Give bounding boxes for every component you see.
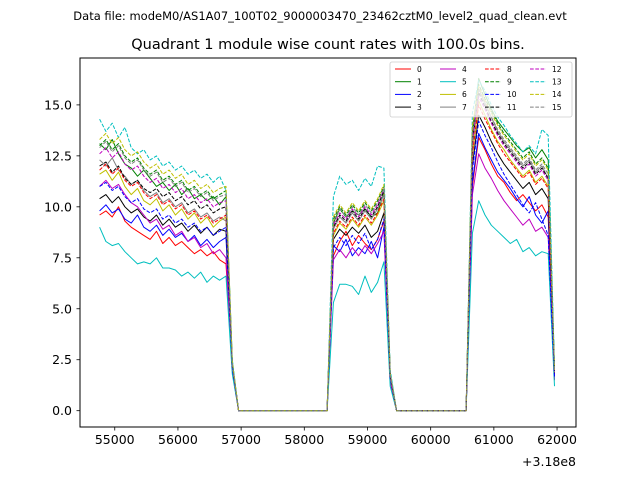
y-tick-label: 7.5 [52, 250, 72, 265]
legend-label-11: 11 [507, 103, 517, 112]
legend-label-0: 0 [417, 65, 422, 74]
legend-label-3: 3 [417, 103, 422, 112]
series-line-12 [99, 96, 555, 412]
legend-label-14: 14 [552, 90, 562, 99]
series-line-14 [99, 86, 555, 412]
series-line-4 [99, 153, 555, 412]
legend-label-8: 8 [507, 65, 512, 74]
y-tick-label: 15.0 [44, 97, 72, 112]
series-line-2 [99, 132, 555, 412]
legend-label-15: 15 [552, 103, 562, 112]
y-tick-label: 5.0 [52, 301, 72, 316]
x-tick-label: 55000 [95, 432, 135, 447]
legend-label-1: 1 [417, 78, 422, 87]
legend-label-5: 5 [462, 78, 467, 87]
y-tick-label: 0.0 [52, 403, 72, 418]
chart-title: Quadrant 1 module wise count rates with … [131, 37, 525, 53]
legend-label-12: 12 [552, 65, 562, 74]
series-line-11 [99, 92, 555, 412]
x-tick-label: 57000 [221, 432, 261, 447]
series-line-3 [99, 114, 555, 412]
figure-suptitle: Data file: modeM0/AS1A07_100T02_90000034… [73, 9, 567, 23]
legend-label-13: 13 [552, 78, 562, 87]
series-line-9 [99, 84, 555, 412]
y-tick-label: 2.5 [52, 352, 72, 367]
x-tick-label: 62000 [537, 432, 577, 447]
x-tick-label: 59000 [348, 432, 388, 447]
y-tick-label: 12.5 [44, 148, 72, 163]
legend-label-9: 9 [507, 78, 512, 87]
x-offset-label: +3.18e8 [522, 454, 576, 469]
series-line-0 [99, 137, 555, 412]
x-tick-label: 61000 [474, 432, 514, 447]
series-layer [99, 77, 555, 412]
legend-label-4: 4 [462, 65, 467, 74]
legend-label-10: 10 [507, 90, 517, 99]
plot-frame [79, 57, 577, 428]
series-line-10 [99, 120, 555, 412]
series-line-1 [99, 77, 555, 412]
x-tick-label: 58000 [284, 432, 324, 447]
series-line-5 [99, 200, 555, 412]
series-line-8 [99, 104, 555, 412]
y-tick-label: 10.0 [44, 199, 72, 214]
x-tick-label: 56000 [158, 432, 198, 447]
series-line-6 [99, 100, 555, 412]
x-tick-label: 60000 [411, 432, 451, 447]
legend-label-2: 2 [417, 90, 422, 99]
legend-label-7: 7 [462, 103, 467, 112]
series-line-15 [99, 90, 555, 412]
series-line-13 [99, 79, 555, 412]
legend-frame [389, 61, 573, 118]
axis-ticks: 55000 56000 57000 58000 59000 60000 61000 62000… [44, 97, 577, 447]
legend-label-6: 6 [462, 90, 467, 99]
